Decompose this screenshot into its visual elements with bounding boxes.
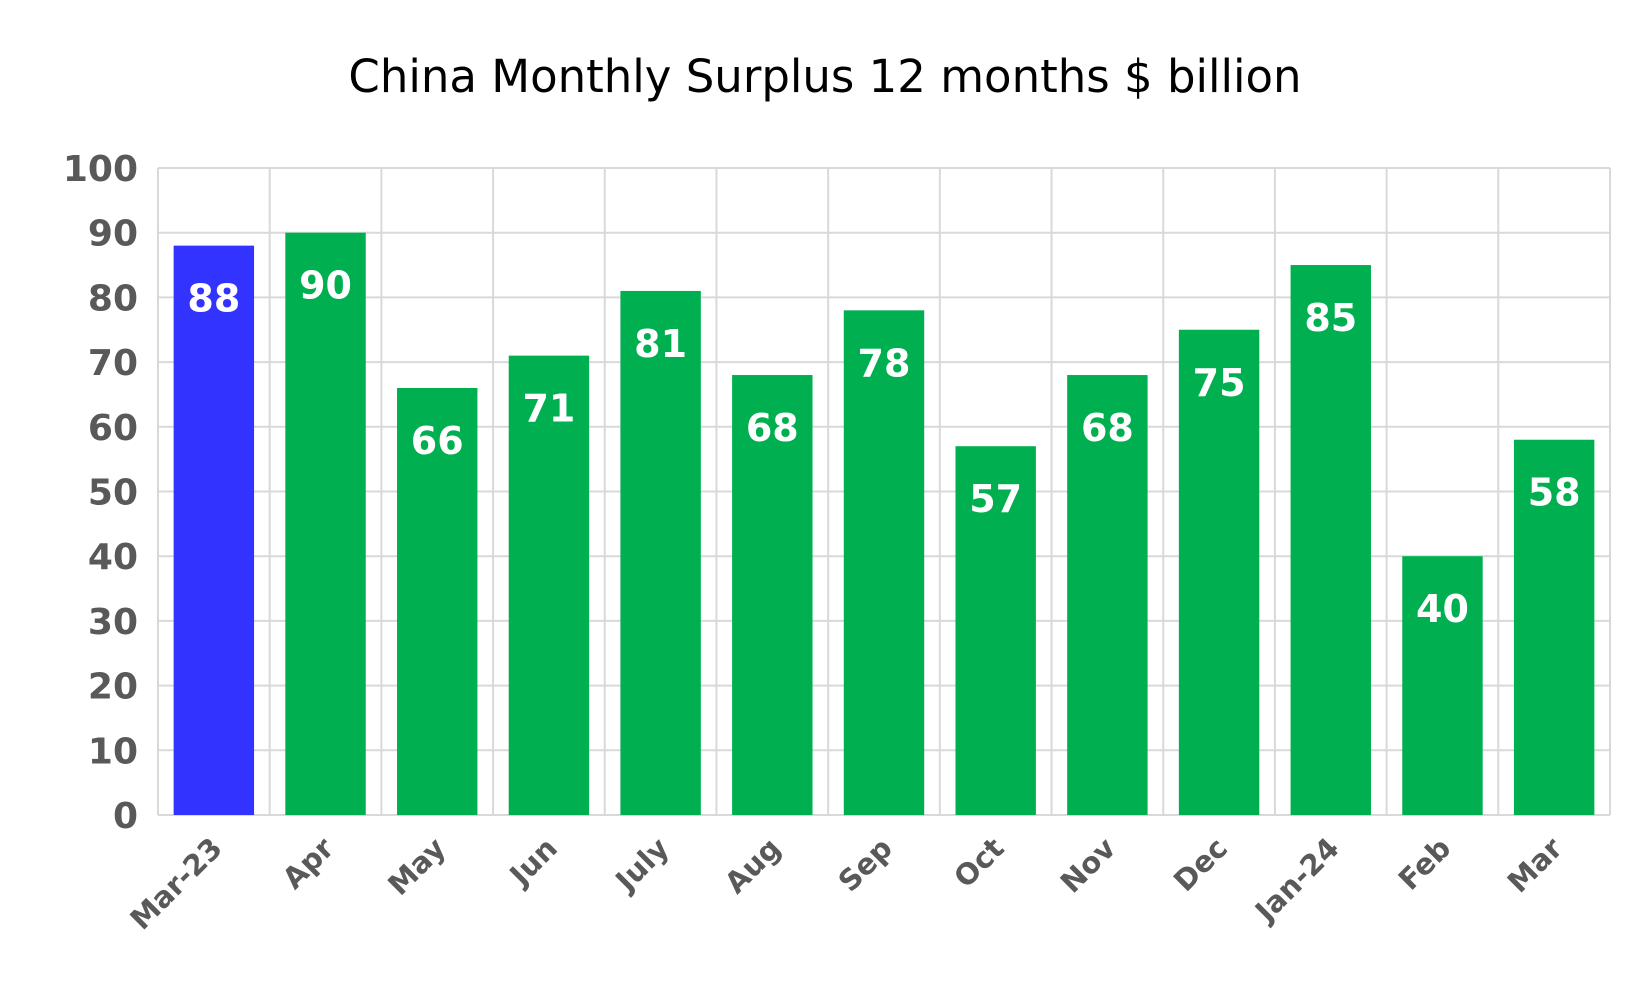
data-label: 81 xyxy=(634,322,687,366)
bar-aug xyxy=(732,375,813,815)
y-tick-label: 50 xyxy=(88,473,138,514)
bar-oct xyxy=(955,446,1036,815)
bar-dec xyxy=(1178,329,1260,815)
y-tick-label: 30 xyxy=(88,602,138,643)
data-label: 68 xyxy=(746,406,799,450)
data-label: 75 xyxy=(1193,361,1246,405)
bar-nov xyxy=(1067,375,1148,815)
chart-title: China Monthly Surplus 12 months $ billio… xyxy=(348,50,1301,103)
bars xyxy=(173,232,1595,815)
bar-may xyxy=(397,387,478,815)
data-label: 66 xyxy=(411,419,464,463)
x-tick-label: Dec xyxy=(1167,831,1234,898)
data-labels: 88 90 66 71 81 68 78 57 68 75 85 40 58 xyxy=(187,264,1580,632)
y-tick-label: 100 xyxy=(63,149,138,190)
bar-feb xyxy=(1402,556,1483,815)
y-tick-label: 20 xyxy=(88,667,138,708)
y-tick-label: 0 xyxy=(113,796,138,837)
y-tick-label: 10 xyxy=(88,731,138,772)
bar-july xyxy=(620,290,701,815)
x-tick-label: Mar xyxy=(1501,830,1570,899)
data-label: 90 xyxy=(299,264,352,308)
bar-apr xyxy=(285,232,366,815)
x-tick-label: Sep xyxy=(832,831,899,898)
data-label: 71 xyxy=(522,387,575,431)
data-label: 78 xyxy=(858,341,911,385)
data-label: 40 xyxy=(1416,587,1469,631)
x-axis-ticks: Mar-23 Apr May Jun July Aug Sep Oct Nov Dec Jan-24… xyxy=(123,830,1569,936)
data-label: 85 xyxy=(1304,296,1357,340)
bar-mar xyxy=(1513,439,1595,815)
x-tick-label: Feb xyxy=(1392,831,1458,897)
x-tick-label: Apr xyxy=(276,830,341,895)
y-tick-label: 60 xyxy=(88,408,138,449)
y-tick-label: 80 xyxy=(88,278,138,319)
y-tick-label: 90 xyxy=(88,214,138,255)
x-tick-label: Nov xyxy=(1054,831,1123,900)
y-tick-label: 40 xyxy=(88,537,138,578)
data-label: 57 xyxy=(969,477,1022,521)
x-tick-label: Jun xyxy=(502,831,564,893)
x-tick-label: Oct xyxy=(947,831,1011,895)
data-label: 68 xyxy=(1081,406,1134,450)
bar-jan-24 xyxy=(1290,265,1371,815)
bar-mar-23 xyxy=(173,245,255,815)
x-tick-label: Mar-23 xyxy=(123,831,228,936)
y-tick-label: 70 xyxy=(88,343,138,384)
bar-jun xyxy=(508,355,590,815)
bar-sep xyxy=(843,310,925,815)
x-tick-label: July xyxy=(607,831,675,899)
data-label: 58 xyxy=(1528,471,1581,515)
x-tick-label: Aug xyxy=(718,831,787,900)
x-tick-label: May xyxy=(381,831,452,902)
x-tick-label: Jan-24 xyxy=(1247,831,1346,930)
data-label: 88 xyxy=(187,277,240,321)
y-axis-ticks: 0 10 20 30 40 50 60 70 80 90 100 xyxy=(63,149,138,837)
